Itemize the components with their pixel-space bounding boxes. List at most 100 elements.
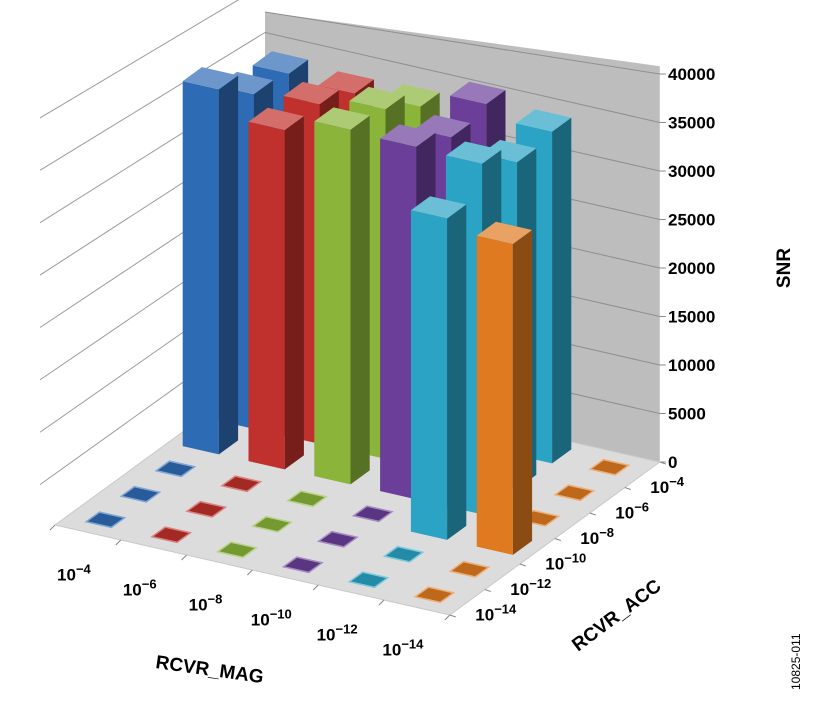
x-axis-tick [444, 614, 451, 621]
zero-tile [154, 460, 197, 478]
side-wall-gridline [39, 32, 266, 171]
depth-axis-tick [554, 538, 561, 541]
z-axis-tick-label: 5000 [668, 405, 706, 424]
depth-axis-tick [519, 563, 526, 567]
x-axis-tick-label: 10−4 [57, 562, 92, 585]
zero-tile-face [448, 560, 491, 578]
zero-tile-face [220, 475, 263, 493]
zero-tile [448, 560, 491, 578]
zero-tile [286, 490, 328, 508]
zero-tile [382, 545, 425, 563]
zero-tile-face [150, 526, 193, 544]
back-wall-gridline [264, 32, 660, 123]
side-wall-gridline [39, 0, 240, 119]
back-wall-gridline [264, 11, 660, 75]
zero-tile-face [347, 571, 390, 589]
depth-axis-title: RCVR_ACC [568, 576, 665, 656]
x-axis-tick-label: 10−8 [189, 592, 223, 615]
bar-side-face [447, 204, 467, 540]
bar-side-face [284, 116, 304, 470]
zero-tile-face [119, 485, 162, 503]
zero-tile [216, 541, 258, 559]
x-axis-tick-label: 10−12 [317, 622, 358, 645]
zero-tile [251, 515, 293, 533]
zero-tile [150, 526, 193, 544]
bar-top-face [182, 67, 239, 90]
zero-tile-face [553, 484, 596, 502]
bar-top-face [314, 107, 370, 130]
bar-front-face [248, 121, 285, 470]
bar [476, 221, 533, 555]
z-axis-tick-label: 30000 [668, 162, 715, 181]
bar-top-face [450, 81, 506, 104]
depth-axis-tick-label: 10−4 [650, 474, 685, 497]
bar-front-face [182, 81, 219, 455]
zero-tile [553, 484, 596, 502]
depth-axis-tick [484, 589, 491, 592]
x-axis-tick-label: 10−6 [123, 577, 157, 600]
bar-top-face [515, 109, 572, 132]
z-axis-tick-label: 15000 [668, 308, 715, 327]
bar-top-face [283, 81, 339, 105]
z-axis-tick-label: 40000 [668, 65, 715, 84]
bar-side-face [350, 115, 370, 485]
zero-tile [316, 530, 359, 548]
axis-labels: 10−410−610−810−1010−1210−1410−410−610−81… [57, 474, 685, 660]
bar-top-face [248, 107, 304, 131]
zero-tile-face [286, 490, 328, 508]
figure-id: 10825-011 [789, 633, 803, 690]
bar-front-face [314, 121, 351, 485]
depth-axis-tick-label: 10−14 [475, 601, 517, 624]
zero-tile [84, 511, 127, 529]
x-axis-tick [115, 539, 122, 546]
zero-tile [185, 500, 228, 518]
zero-tile-face [216, 541, 258, 559]
x-axis-tick-label: 10−10 [251, 607, 292, 630]
zero-tile-face [382, 545, 425, 563]
bar [182, 67, 239, 455]
bar-front-face [410, 210, 448, 540]
bar-side-face [552, 117, 572, 464]
x-axis-tick-label: 10−14 [382, 637, 424, 660]
z-axis-tick-label: 20000 [668, 259, 715, 278]
depth-axis-tick-label: 10−12 [510, 576, 551, 599]
zero-tile-face [351, 505, 394, 523]
zero-tile-face [185, 500, 228, 518]
z-axis-title: SNR [774, 248, 795, 288]
bar-top-face [445, 141, 502, 164]
zero-tile-face [281, 556, 324, 574]
x-axis-tick [247, 569, 253, 576]
depth-axis-tick-label: 10−6 [615, 499, 649, 522]
zero-tile [351, 505, 394, 523]
zero-tile [119, 485, 162, 503]
bar-side-face [512, 230, 533, 555]
zero-tile-face [154, 460, 197, 478]
depth-axis-tick [659, 461, 666, 465]
depth-axis-tick [624, 487, 631, 490]
zero-tile-face [316, 530, 359, 548]
bar-front-face [380, 138, 417, 500]
zero-tile-face [413, 586, 456, 604]
z-axis-tick-label: 25000 [668, 211, 715, 230]
bar-top-face [318, 71, 374, 94]
x-axis-tick [378, 599, 385, 606]
bar-top-face [380, 124, 436, 147]
zero-tile [588, 458, 631, 476]
zero-tile [413, 586, 456, 604]
depth-axis-tick [589, 512, 596, 516]
zero-tile [347, 571, 390, 589]
bar-top-face [349, 86, 405, 110]
zero-tile-face [588, 458, 631, 476]
bar-top-face [252, 51, 309, 74]
z-axis-tick-label: 0 [668, 453, 677, 472]
z-axis-tick-label: 10000 [668, 356, 715, 375]
bars-layer [84, 51, 631, 604]
x-axis-tick [49, 524, 56, 531]
zero-tile-face [84, 511, 127, 529]
depth-axis-tick [449, 614, 456, 618]
bar-front-face [476, 235, 513, 555]
x-axis-tick [181, 554, 187, 561]
bar [248, 107, 304, 470]
z-axis-tick-label: 35000 [668, 114, 715, 133]
